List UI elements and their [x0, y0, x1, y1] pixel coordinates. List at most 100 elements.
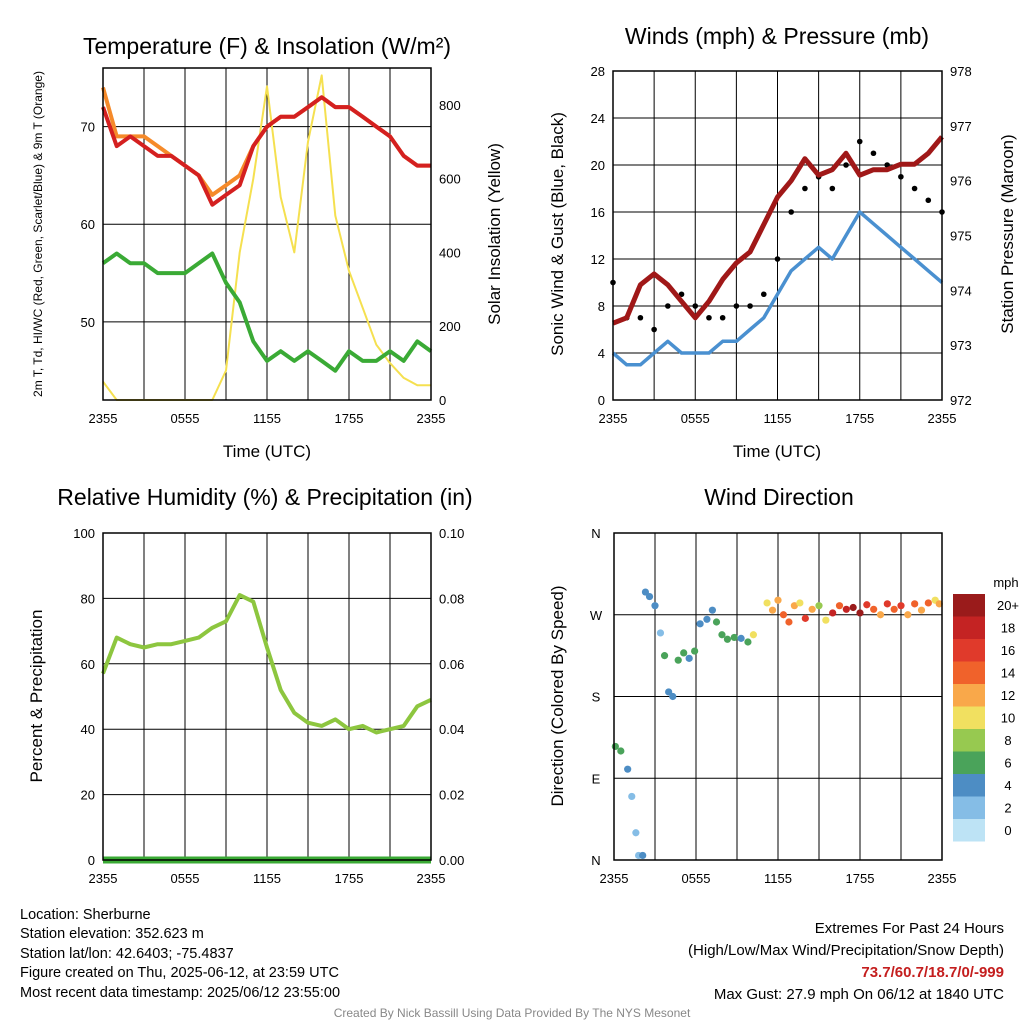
temperature-panel: Temperature (F) & Insolation (W/m²) 2355…	[31, 33, 504, 461]
gust-point	[884, 162, 890, 168]
gust-point	[651, 326, 657, 333]
temperature-frame	[102, 67, 432, 401]
series-line-relative-humidity	[101, 593, 432, 735]
x-tick-label: 0555	[682, 871, 711, 886]
gust-point	[706, 314, 712, 321]
direction-point	[696, 620, 704, 628]
y2-tick-label: 800	[439, 98, 461, 113]
direction-point	[617, 747, 625, 755]
y-tick-label: 4	[598, 346, 605, 361]
gust-point	[925, 197, 932, 204]
y-tick-label: 0	[598, 393, 605, 408]
direction-point	[744, 638, 752, 646]
direction-point	[801, 614, 809, 622]
station-info: Location: Sherburne Station elevation: 3…	[20, 906, 340, 1003]
max-gust: Max Gust: 27.9 mph On 06/12 at 1840 UTC	[713, 986, 1004, 1003]
y-tick-label: 60	[81, 657, 95, 672]
y2-tick-label: 0.06	[439, 657, 464, 672]
direction-point	[674, 656, 682, 664]
x-tick-label: 2355	[928, 411, 957, 426]
y-tick-label: N	[591, 853, 600, 868]
x-tick-label: 1155	[764, 411, 792, 426]
colorbar-swatch	[953, 751, 985, 774]
y-tick-label: 20	[81, 788, 95, 803]
humidity-panel: Relative Humidity (%) & Precipitation (i…	[27, 484, 473, 886]
gust-point	[829, 185, 836, 192]
recent-timestamp: Most recent data timestamp: 2025/06/12 2…	[20, 984, 341, 1001]
humidity-ylabel: Percent & Precipitation	[27, 610, 46, 783]
x-tick-label: 2355	[599, 411, 628, 426]
credit-line: Created By Nick Bassill Using Data Provi…	[333, 1006, 691, 1020]
y-tick-label: 20	[591, 158, 605, 173]
direction-point	[651, 602, 659, 610]
y2-tick-label: 0.00	[439, 853, 464, 868]
colorbar-swatch	[953, 706, 985, 729]
gust-point	[760, 291, 767, 298]
colorbar-swatch	[953, 616, 985, 639]
direction-point	[876, 611, 885, 619]
winds-panel: Winds (mph) & Pressure (mb) 2355 0555 1155…	[548, 23, 1017, 461]
direction-point	[849, 603, 857, 612]
x-tick-label: 0555	[681, 411, 710, 426]
direction-point	[628, 792, 636, 801]
direction-point	[708, 606, 717, 614]
gust-point	[911, 185, 918, 192]
y2-tick-label: 0.10	[439, 526, 464, 541]
y-tick-label: 12	[591, 252, 605, 267]
colorbar-label: 4	[1004, 778, 1011, 793]
x-tick-label: 1155	[253, 411, 281, 426]
temperature-xlabel: Time (UTC)	[223, 442, 311, 461]
extremes-legend: (High/Low/Max Wind/Precipitation/Snow De…	[688, 942, 1004, 959]
y-tick-label: S	[592, 690, 601, 705]
direction-point	[796, 599, 804, 607]
colorbar-label: 16	[1001, 643, 1015, 658]
y2-tick-label: 0.04	[439, 722, 464, 737]
direction-point	[883, 600, 891, 608]
direction-point	[703, 615, 711, 623]
series-line-2m-t	[101, 95, 431, 207]
gust-point	[856, 138, 863, 145]
x-tick-label: 0555	[171, 871, 200, 886]
gust-point	[843, 162, 849, 168]
series-line-td	[101, 251, 433, 373]
y2-tick-label: 976	[950, 174, 972, 189]
direction-point	[829, 609, 837, 617]
extremes-heading: Extremes For Past 24 Hours	[814, 920, 1004, 937]
direction-point	[822, 616, 830, 624]
colorbar-swatch	[953, 594, 985, 617]
colorbar-swatch	[953, 639, 985, 662]
direction-point	[660, 652, 669, 660]
y-tick-label: 60	[81, 217, 95, 232]
colorbar-label: 14	[1001, 666, 1015, 681]
extremes-values: 73.7/60.7/18.7/0/-999	[861, 964, 1004, 981]
colorbar-label: 18	[1001, 621, 1015, 636]
colorbar-swatch	[953, 819, 985, 842]
direction-point	[904, 611, 912, 619]
direction-point	[656, 629, 665, 637]
gust-point	[678, 291, 685, 298]
direction-point	[870, 605, 878, 613]
station-latlon: Station lat/lon: 42.6403; -75.4837	[20, 945, 234, 962]
y2-tick-label: 600	[439, 172, 461, 187]
y2-tick-label: 972	[950, 393, 972, 408]
direction-point	[808, 605, 816, 613]
direction-point	[890, 605, 898, 613]
humidity-title: Relative Humidity (%) & Precipitation (i…	[57, 484, 472, 510]
direction-point	[749, 631, 758, 639]
colorbar-swatch	[953, 729, 985, 752]
colorbar-title: mph	[993, 575, 1018, 590]
y2-tick-label: 974	[950, 283, 972, 298]
x-tick-label: 1755	[335, 871, 364, 886]
y-tick-label: 40	[81, 722, 95, 737]
temperature-title: Temperature (F) & Insolation (W/m²)	[83, 33, 451, 59]
direction-point	[856, 609, 864, 617]
colorbar-label: 12	[1001, 688, 1015, 703]
direction-point	[917, 606, 926, 614]
station-elevation: Station elevation: 352.623 m	[20, 926, 204, 943]
y2-tick-label: 200	[439, 319, 461, 334]
y-tick-label: 0	[88, 853, 95, 868]
gust-point	[747, 303, 753, 309]
x-tick-label: 2355	[928, 871, 957, 886]
gust-point	[733, 303, 740, 309]
